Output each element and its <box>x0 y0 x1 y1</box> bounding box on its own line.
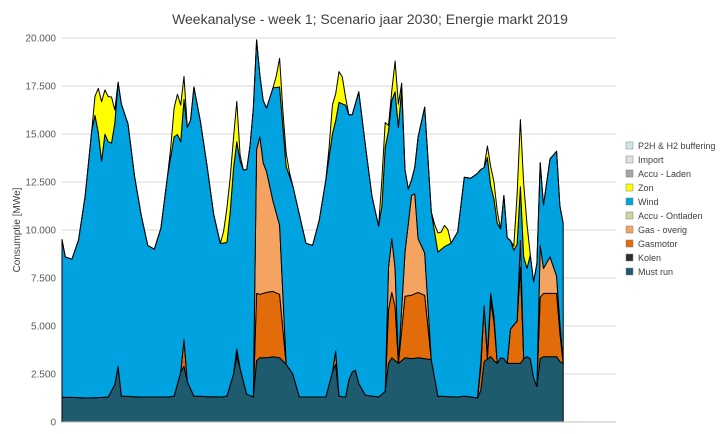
y-tick-label: 17.500 <box>25 82 56 93</box>
legend-swatch <box>625 211 634 220</box>
y-tick-label: 2.500 <box>31 370 56 381</box>
chart-title: Weekanalyse - week 1; Scenario jaar 2030… <box>172 11 568 27</box>
legend-label: Gas - overig <box>638 225 687 235</box>
y-tick-label: 10.000 <box>25 226 56 237</box>
y-tick-label: 7.500 <box>31 274 56 285</box>
legend: P2H & H2 buffering Import Accu - Laden Zon W… <box>625 141 715 277</box>
legend-swatch <box>625 267 634 276</box>
series-area-wind <box>61 39 564 399</box>
series-areas <box>61 39 564 423</box>
legend-swatch <box>625 253 634 262</box>
legend-swatch <box>625 169 634 178</box>
y-tick-label: 5.000 <box>31 322 56 333</box>
legend-label: Accu - Laden <box>638 169 691 179</box>
legend-label: Zon <box>638 183 654 193</box>
legend-swatch <box>625 225 634 234</box>
legend-swatch <box>625 183 634 192</box>
y-tick-label: 12.500 <box>25 178 56 189</box>
y-axis-ticks: 0 2.500 5.000 7.500 10.000 12.500 15.000 17.500… <box>25 34 56 429</box>
series-area-zon <box>61 39 564 283</box>
legend-swatch <box>625 141 634 150</box>
y-tick-label: 20.000 <box>25 34 56 45</box>
legend-label: Must run <box>638 267 673 277</box>
legend-label: Gasmotor <box>638 239 678 249</box>
y-tick-label: 15.000 <box>25 130 56 141</box>
legend-swatch <box>625 155 634 164</box>
y-tick-label: 0 <box>50 418 56 429</box>
legend-label: P2H & H2 buffering <box>638 141 715 151</box>
legend-swatch <box>625 239 634 248</box>
legend-label: Kolen <box>638 253 661 263</box>
legend-label: Accu - Ontladen <box>638 211 703 221</box>
legend-swatch <box>625 197 634 206</box>
legend-label: Import <box>638 155 664 165</box>
y-axis-label: Consumptie [MWe] <box>12 187 23 272</box>
legend-label: Wind <box>638 197 659 207</box>
